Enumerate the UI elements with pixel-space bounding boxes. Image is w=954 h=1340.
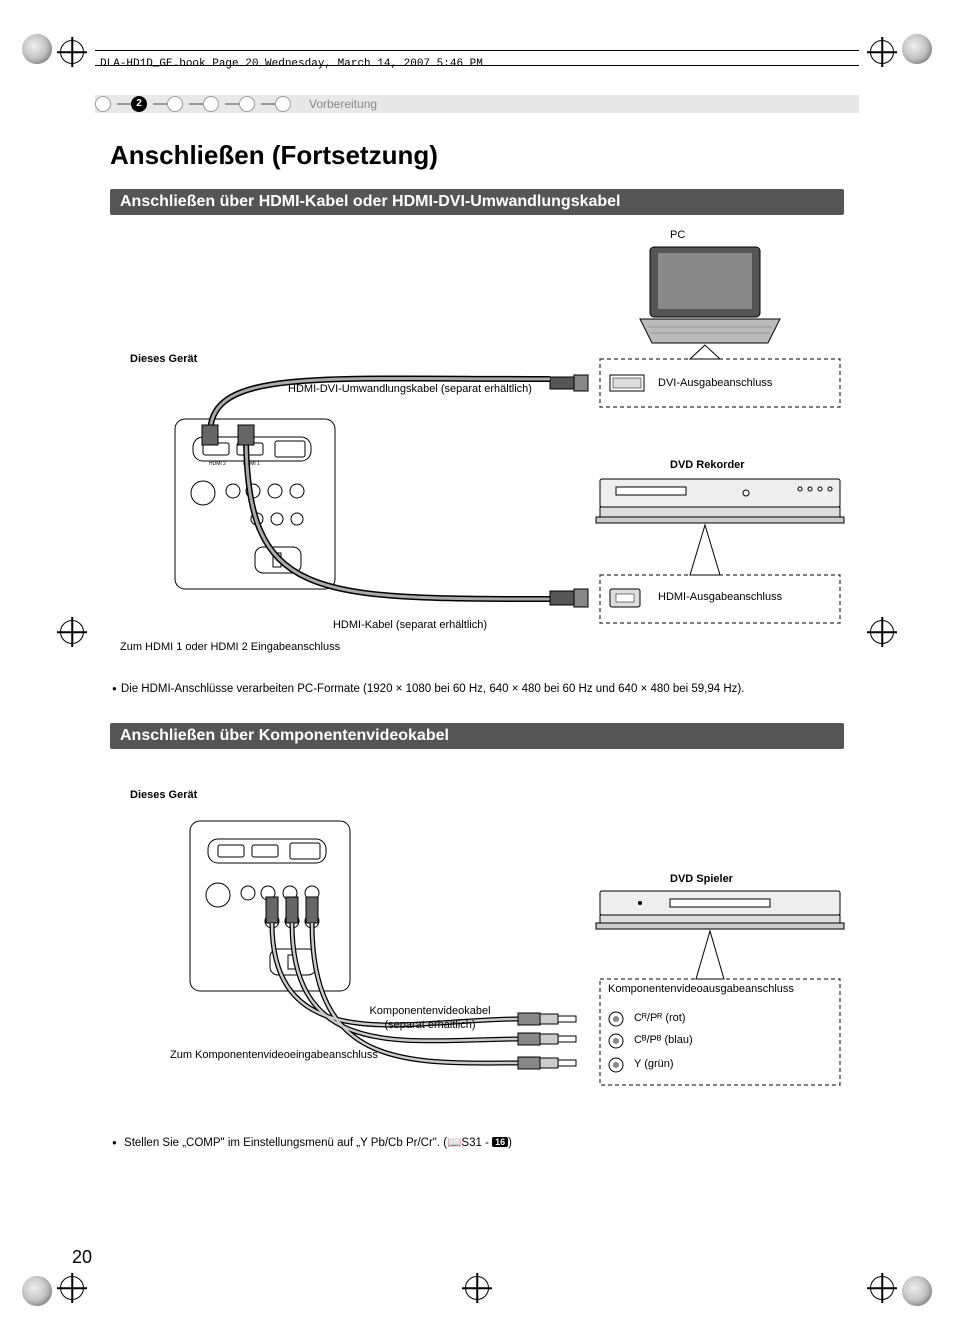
dvd-recorder-icon (596, 479, 844, 523)
laptop-icon (640, 247, 780, 343)
component-cable-label-2: (separat erhältlich) (384, 1019, 475, 1031)
chain-link (117, 103, 131, 105)
component-diagram: DVD Spieler Komponentenvideoausgabeansch… (110, 801, 844, 1121)
dvd-recorder-label: DVD Rekorder (670, 459, 745, 471)
crop-sphere-br (902, 1276, 932, 1306)
y-green-label: Y (grün) (634, 1058, 674, 1070)
crop-mark-mr (870, 620, 894, 644)
this-device-label-1: Dieses Gerät (130, 353, 197, 365)
cr-pr-label: Cᴿ/Pᴿ (rot) (634, 1012, 685, 1024)
hdmi-note: Die HDMI-Anschlüsse verarbeiten PC-Forma… (112, 683, 844, 695)
chain-link (153, 103, 167, 105)
crop-mark-br (870, 1276, 894, 1300)
chain-step-1 (95, 96, 111, 112)
component-diagram-svg (110, 801, 850, 1121)
cb-pb-label: Cᴮ/Pᴮ (blau) (634, 1034, 693, 1046)
chain-step-6 (275, 96, 291, 112)
crop-mark-mb (465, 1276, 489, 1300)
crop-mark-bl (60, 1276, 84, 1300)
page-ref-icon: 📖S31 (447, 1137, 482, 1149)
page-ref-box: 16 (492, 1137, 508, 1147)
hdmi-input-label: Zum HDMI 1 oder HDMI 2 Eingabeanschluss (120, 641, 340, 653)
crop-mark-tr (870, 40, 894, 64)
pc-label: PC (670, 229, 685, 241)
subsection-hdmi-title: Anschließen über HDMI-Kabel oder HDMI-DV… (110, 189, 844, 215)
chain-step-2-active: 2 (131, 96, 147, 112)
chain-link (189, 103, 203, 105)
section-chain-label: Vorbereitung (309, 97, 377, 111)
chain-link (225, 103, 239, 105)
crop-sphere-tl (22, 34, 52, 64)
component-note: Stellen Sie „COMP" im Einstellungsmenü a… (112, 1135, 844, 1149)
component-note-mid: - (482, 1137, 492, 1149)
header-filename: DLA-HD1D_GE.book Page 20 Wednesday, Marc… (100, 58, 483, 70)
page-content: Anschließen (Fortsetzung) Anschließen üb… (110, 130, 844, 1260)
dvd-player-label: DVD Spieler (670, 873, 733, 885)
this-device-label-2: Dieses Gerät (130, 789, 864, 801)
crop-sphere-bl (22, 1276, 52, 1306)
dvi-output-label: DVI-Ausgabeanschluss (658, 377, 772, 389)
crop-mark-ml (60, 620, 84, 644)
component-note-suffix: ) (508, 1137, 512, 1149)
hdmi-dvi-cable-label: HDMI-DVI-Umwandlungskabel (separat erhäl… (288, 383, 532, 395)
page-number: 20 (72, 1247, 92, 1268)
crop-sphere-tr (902, 34, 932, 64)
component-cable-label-1: Komponentenvideokabel (369, 1005, 490, 1017)
hdmi-diagram: HDMI 2 HDMI 1 (110, 229, 844, 669)
dvd-player-icon (596, 891, 844, 929)
subsection-component-title: Anschließen über Komponentenvideokabel (110, 723, 844, 749)
component-note-prefix: Stellen Sie „COMP" im Einstellungsmenü a… (124, 1137, 447, 1149)
chain-step-5 (239, 96, 255, 112)
header-rule-top (95, 50, 859, 51)
svg-text:HDMI 2: HDMI 2 (209, 461, 226, 467)
chain-step-3 (167, 96, 183, 112)
component-input-label: Zum Komponentenvideoeingabeanschluss (170, 1049, 378, 1061)
section-progress-chain: 2 Vorbereitung (95, 95, 859, 113)
hdmi-cable-label: HDMI-Kabel (separat erhältlich) (333, 619, 487, 631)
header-rule-bottom (95, 65, 859, 66)
component-output-label: Komponentenvideoausgabeanschluss (608, 983, 794, 995)
crop-mark-tl (60, 40, 84, 64)
page-title: Anschließen (Fortsetzung) (110, 140, 844, 171)
hdmi-diagram-svg: HDMI 2 HDMI 1 (110, 229, 850, 669)
hdmi-output-label: HDMI-Ausgabeanschluss (658, 591, 782, 603)
chain-step-4 (203, 96, 219, 112)
chain-link (261, 103, 275, 105)
